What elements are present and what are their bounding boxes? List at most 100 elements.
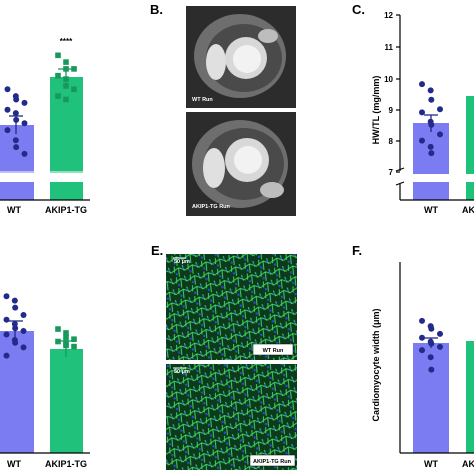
panel-f-chart: WT AKI — [399, 262, 474, 469]
histology-scale-bar-tg: 50 μm — [174, 369, 190, 375]
panel-c-tick-7: 7 — [389, 168, 394, 177]
panel-a-point-wt — [4, 86, 11, 93]
panel-a-point-tg — [55, 52, 61, 59]
panel-a-point-wt — [4, 127, 11, 134]
panel-c-xlabel-wt: WT — [424, 205, 438, 215]
mri-wt-image: WT Run — [186, 6, 296, 108]
panel-a-point-wt — [13, 96, 20, 103]
panel-a-point-tg — [63, 83, 69, 89]
panel-a-point-wt — [13, 116, 20, 123]
panel-f-xlabel-wt: WT — [424, 459, 438, 469]
panel-d-point-tg — [63, 334, 69, 341]
panel-f-point-wt — [428, 325, 435, 332]
panel-f-label: F. — [352, 243, 362, 258]
panel-f-xlabel-tg: AKI — [462, 459, 474, 469]
panel-f-point-wt — [428, 366, 435, 373]
panel-c-chart: 12 11 10 9 8 7 WT AKI — [384, 11, 474, 215]
panel-d-bar-tg — [50, 349, 83, 453]
panel-a-axis-break — [0, 173, 90, 182]
panel-a-point-tg — [63, 59, 69, 65]
panel-c-tick-8: 8 — [389, 137, 394, 146]
histology-wt-label: WT Run — [263, 348, 284, 354]
panel-a-point-tg — [55, 72, 61, 79]
panel-d-point-wt — [12, 325, 19, 332]
panel-d-point-wt — [11, 297, 18, 304]
panel-a-point-wt — [13, 144, 20, 151]
panel-f-point-wt — [419, 317, 425, 324]
panel-a-point-tg — [63, 76, 69, 82]
panel-a-point-wt — [12, 110, 19, 117]
panel-c-point-wt — [437, 131, 443, 138]
panel-c-point-wt — [419, 81, 425, 88]
panel-a-point-wt — [4, 106, 11, 113]
panel-d-point-tg — [55, 326, 61, 332]
panel-d-point-tg — [63, 342, 69, 349]
panel-a-xlabel-wt: WT — [7, 205, 21, 215]
panel-c-point-wt — [419, 109, 425, 116]
panel-c-point-wt — [428, 150, 435, 157]
panel-e-label: E. — [151, 243, 163, 258]
panel-d-point-wt — [3, 331, 10, 338]
panel-c-tick-10: 10 — [384, 75, 393, 84]
panel-d-point-wt — [12, 339, 19, 346]
histology-scale-bar-wt: 50 μm — [174, 259, 190, 265]
panel-c-y-axis — [395, 14, 405, 200]
panel-d-point-tg — [71, 336, 77, 342]
panel-a-point-wt — [21, 99, 28, 106]
panel-a-point-tg — [55, 93, 61, 99]
panel-c-point-wt — [428, 96, 435, 103]
panel-a-point-tg — [63, 96, 69, 103]
panel-d-bar-wt — [0, 331, 34, 453]
panel-c-point-wt — [427, 143, 434, 150]
panel-c-label: C. — [352, 2, 365, 17]
panel-f-point-wt — [419, 334, 425, 341]
panel-f-ylabel: Cardiomyocyte width (μm) — [371, 308, 381, 421]
histology-tg-label: AKIP1-TG Run — [253, 459, 292, 465]
panel-d-xlabel-tg: AKIP1-TG — [45, 459, 87, 469]
panel-c-tick-9: 9 — [389, 106, 394, 115]
panel-c-point-wt — [427, 87, 434, 94]
panel-d-point-wt — [20, 344, 27, 351]
histology-wt-image: 50 μm WT Run — [166, 254, 297, 360]
panel-f-point-wt — [437, 330, 443, 337]
panel-a-significance: **** — [60, 37, 73, 46]
panel-b-label: B. — [150, 2, 163, 17]
panel-a-point-tg — [71, 66, 77, 72]
panel-a-point-tg — [63, 66, 69, 72]
mri-wt-label: WT Run — [192, 97, 213, 103]
panel-c-tick-12: 12 — [384, 11, 393, 20]
panel-c-xlabel-tg: AKI — [462, 205, 474, 215]
panel-c-point-wt — [428, 121, 435, 128]
panel-c-bar-wt — [413, 123, 449, 200]
panel-d-chart: WT AKIP1-TG — [0, 293, 90, 469]
panel-f-bar-tg — [466, 341, 474, 453]
panel-d-point-tg — [55, 338, 61, 345]
panel-c-point-wt — [419, 137, 425, 144]
panel-a-point-wt — [21, 120, 28, 127]
panel-c-axis-break — [405, 174, 474, 182]
panel-d-point-wt — [11, 320, 18, 327]
panel-a-bar-wt — [0, 125, 34, 200]
panel-d-point-tg — [71, 343, 77, 350]
panel-c-ylabel: HW/TL (mg/mm) — [371, 76, 381, 145]
panel-d-point-tg — [63, 330, 69, 336]
histology-tg-image: 50 μm AKIP1-TG Run — [166, 364, 297, 470]
panel-a-chart: **** WT AKIP1-TG — [0, 37, 90, 215]
panel-a-point-wt — [21, 150, 28, 157]
panel-d-point-wt — [3, 316, 10, 323]
panel-f-point-wt — [427, 354, 434, 361]
mri-tg-label: AKIP1-TG Run — [192, 204, 231, 210]
panel-a-point-tg — [71, 86, 77, 93]
mri-tg-image: AKIP1-TG Run — [186, 112, 296, 216]
panel-d-point-wt — [3, 352, 10, 359]
panel-d-point-wt — [20, 328, 27, 334]
panel-f-point-wt — [419, 347, 425, 354]
panel-a-xlabel-tg: AKIP1-TG — [45, 205, 87, 215]
panel-f-point-wt — [428, 340, 435, 347]
panel-f-point-wt — [437, 343, 443, 350]
panel-f-bar-wt — [413, 343, 449, 453]
panel-d-xlabel-wt: WT — [7, 459, 21, 469]
panel-d-point-wt — [20, 312, 27, 319]
panel-d-point-wt — [3, 293, 10, 300]
